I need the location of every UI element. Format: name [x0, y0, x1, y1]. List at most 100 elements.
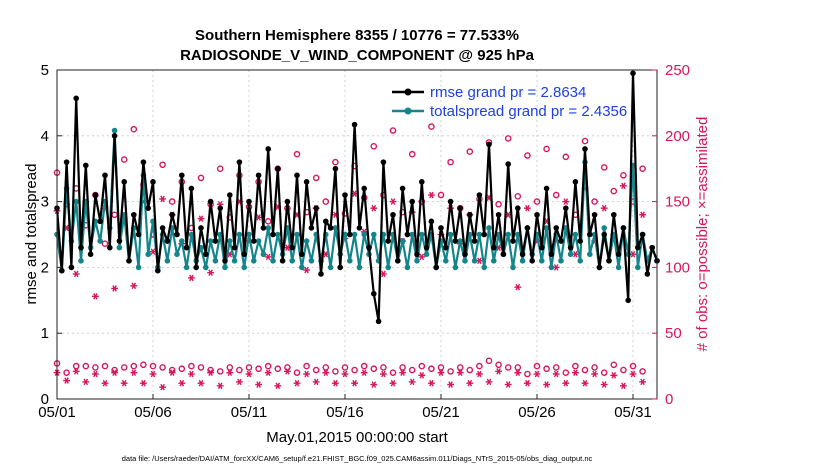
obs-assimilated-marker [63, 377, 70, 384]
obs-possible-marker [524, 152, 531, 159]
obs-assimilated-marker-stroke [227, 250, 233, 258]
y-axis-left-label: rmse and totalspread [23, 164, 40, 305]
totalspread-point [275, 231, 281, 238]
totalspread-point [587, 251, 593, 258]
obs-assimilated-marker-stroke [313, 378, 319, 386]
x-tick-label: 05/11 [231, 404, 267, 421]
rmse-point [548, 251, 555, 258]
rmse-point [534, 211, 540, 218]
obs-assimilated-marker-stroke [150, 248, 156, 255]
totalspread-point [548, 264, 555, 271]
obs-assimilated-marker-stroke [256, 214, 261, 221]
obs-possible-marker [504, 135, 512, 142]
obs-possible-marker [456, 364, 464, 371]
rmse-point [121, 179, 127, 185]
obs-possible-marker [552, 364, 560, 371]
obs-assimilated-marker-stroke [256, 381, 261, 388]
obs-assimilated-marker [159, 383, 166, 391]
totalspread-point [260, 251, 267, 258]
totalspread-point [188, 231, 195, 238]
rmse-point [203, 251, 209, 258]
rmse-point [107, 244, 113, 251]
totalspread-point [510, 264, 516, 271]
obs-possible-marker [341, 364, 349, 371]
totalspread-point [342, 231, 348, 238]
obs-possible-marker [591, 198, 598, 205]
obs-possible-marker [399, 364, 406, 371]
totalspread-point [356, 264, 363, 271]
totalspread-point [457, 238, 464, 244]
obs-assimilated-marker [600, 381, 608, 388]
obs-assimilated-marker-stroke [208, 269, 213, 276]
obs-assimilated-marker-stroke [419, 253, 425, 261]
rmse-point [399, 185, 406, 192]
obs-assimilated-marker [399, 369, 406, 376]
obs-assimilated-marker-stroke [131, 282, 137, 290]
totalspread-point [385, 264, 392, 271]
obs-assimilated-marker-stroke [525, 204, 530, 212]
obs-possible-marker [197, 174, 205, 182]
obs-assimilated-marker-stroke [160, 195, 165, 203]
rmse-point [111, 133, 118, 139]
obs-assimilated-marker [629, 370, 637, 378]
rmse-point [260, 225, 267, 231]
rmse-point [409, 198, 416, 205]
obs-assimilated-marker-stroke [265, 253, 271, 261]
obs-assimilated-marker [389, 198, 397, 205]
totalspread-point [145, 251, 151, 258]
obs-possible-marker [216, 368, 224, 375]
obs-assimilated-marker [72, 270, 80, 278]
rmse-point [347, 231, 353, 238]
obs-assimilated-marker [178, 379, 186, 387]
obs-possible-marker [351, 366, 358, 374]
totalspread-point [505, 231, 512, 238]
obs-assimilated-marker-stroke [83, 378, 89, 386]
rmse-point [356, 225, 363, 231]
obs-possible-marker [226, 364, 234, 371]
y-right-tick-label: 50 [665, 325, 682, 342]
rmse-point [471, 238, 478, 244]
obs-assimilated-marker [341, 370, 349, 378]
obs-assimilated-marker [245, 370, 253, 378]
rmse-point [481, 231, 488, 238]
totalspread-point [347, 258, 353, 264]
obs-assimilated-marker-stroke [640, 211, 645, 219]
obs-possible-marker [437, 191, 445, 199]
obs-assimilated-marker-stroke [189, 274, 194, 282]
obs-assimilated-marker [303, 370, 310, 378]
obs-assimilated-marker-stroke [534, 370, 540, 378]
obs-assimilated-marker [380, 270, 387, 278]
rmse-point [78, 244, 84, 251]
obs-assimilated-marker-stroke [160, 383, 165, 391]
obs-assimilated-marker [514, 283, 522, 291]
obs-assimilated-marker-stroke [371, 381, 377, 388]
rmse-point [83, 162, 89, 169]
obs-possible-marker [610, 187, 618, 195]
ticks: 05/01 05/06 05/11 05/16 05/21 05/26 05/31 0 1 2 3 4… [38, 62, 690, 421]
rmse-point [135, 231, 142, 238]
obs-possible-marker [149, 362, 157, 370]
obs-possible-marker [255, 365, 262, 373]
data-file-footnote: data file: /Users/raeder/DAI/ATM_forcXX/… [122, 454, 593, 463]
obs-assimilated-marker-stroke [448, 381, 453, 388]
rmse-point [467, 211, 473, 218]
obs-possible-marker [101, 362, 109, 370]
totalspread-point [308, 258, 315, 264]
rmse-point [207, 198, 214, 205]
rmse-point [462, 251, 468, 258]
obs-assimilated-marker-stroke [333, 379, 338, 387]
obs-assimilated-marker-stroke [409, 378, 415, 386]
obs-assimilated-marker-stroke [640, 378, 645, 386]
legend-spread-marker [404, 107, 412, 115]
obs-possible-marker [130, 362, 138, 370]
rmse-point [361, 185, 368, 192]
obs-assimilated-marker [418, 372, 426, 379]
obs-assimilated-marker-stroke [352, 190, 357, 197]
obs-assimilated-marker [370, 381, 378, 388]
rmse-point [423, 244, 430, 251]
totalspread-point [97, 238, 103, 244]
obs-assimilated-marker-stroke [93, 370, 98, 378]
obs-assimilated-marker-stroke [486, 194, 492, 201]
totalspread-point [572, 231, 579, 238]
obs-assimilated-marker [485, 378, 493, 386]
